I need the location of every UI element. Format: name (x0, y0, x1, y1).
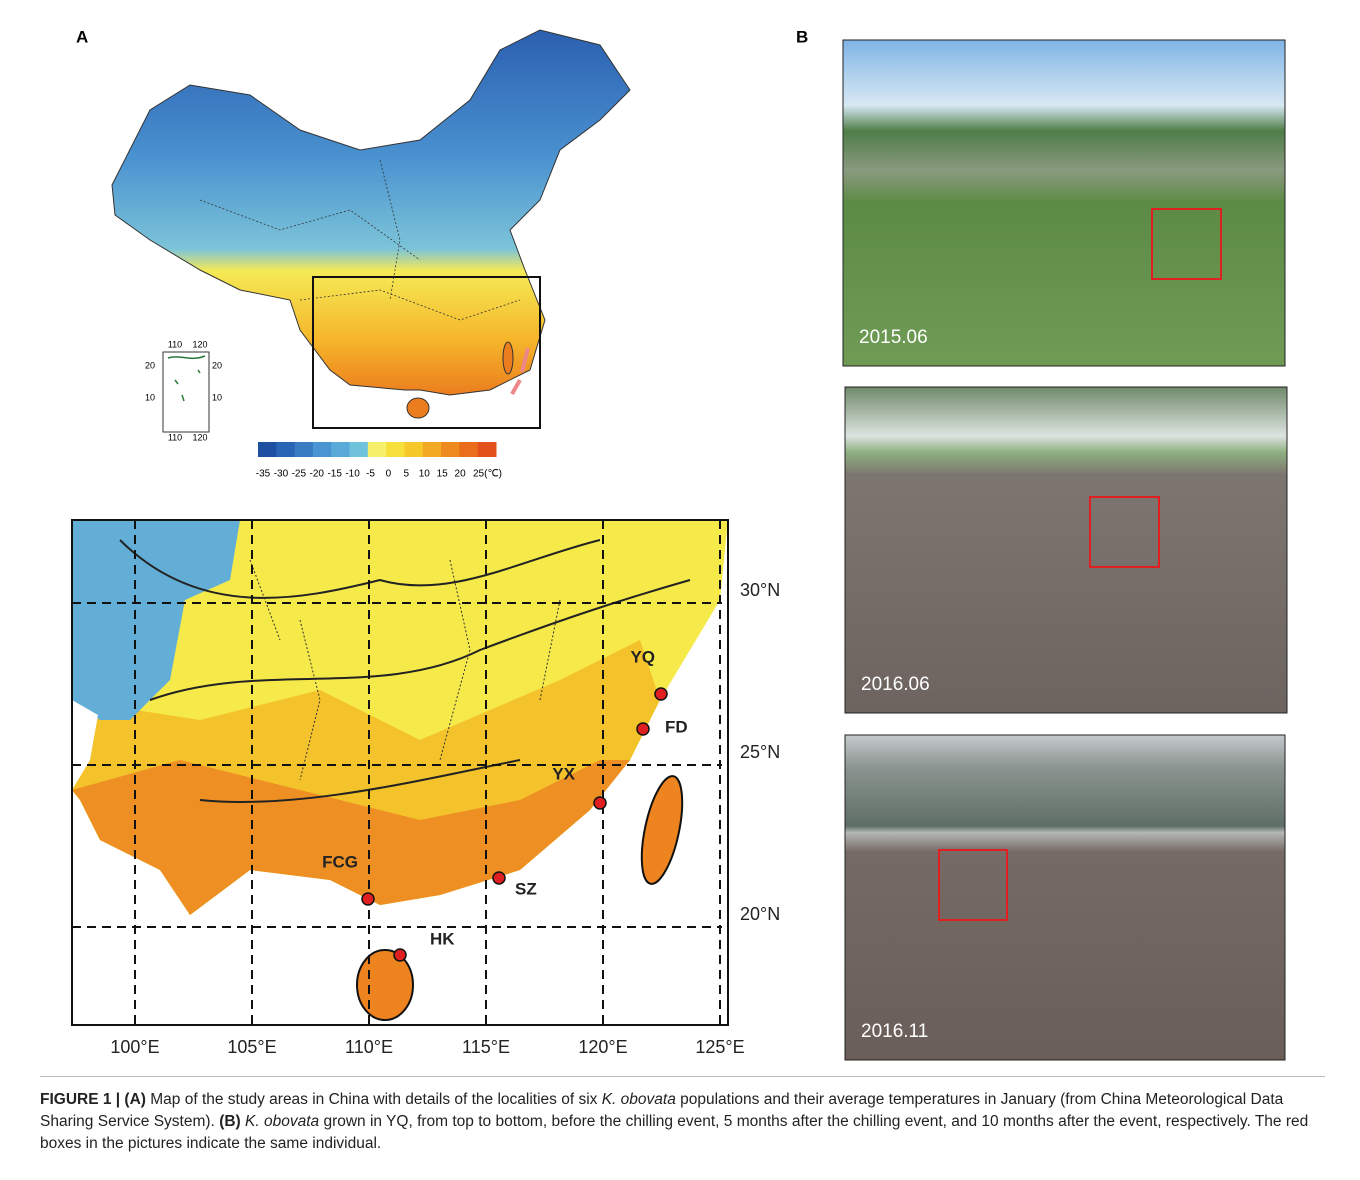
lon-label: 120°E (578, 1037, 627, 1057)
site-label: FCG (322, 852, 358, 871)
photo (845, 735, 1285, 1060)
island (634, 773, 690, 888)
colorbar-tick-label: -25 (292, 469, 307, 480)
photo (845, 387, 1287, 713)
caption-segment: (B) (219, 1113, 241, 1130)
site-marker (655, 688, 667, 700)
colorbar: -35-30-25-20-15-10 -5 0 5 10 15 20 25(℃) (256, 442, 502, 480)
photo (843, 40, 1285, 366)
site-label: YQ (630, 647, 655, 666)
site-marker (594, 797, 606, 809)
caption: FIGURE 1 | (A) Map of the study areas in… (40, 1076, 1325, 1155)
colorbar-swatch (258, 442, 277, 457)
lon-label: 105°E (227, 1037, 276, 1057)
inset-label: 120 (192, 339, 207, 349)
colorbar-swatch (350, 442, 369, 457)
colorbar-swatch (404, 442, 423, 457)
island (407, 398, 429, 418)
inset-label: 20 (212, 360, 222, 370)
colorbar-tick-label: 0 (386, 469, 392, 480)
photo-date: 2016.11 (861, 1021, 928, 1042)
colorbar-tick-label: 10 (419, 469, 431, 480)
lon-label: 110°E (345, 1037, 393, 1057)
detail-map (72, 520, 728, 1020)
figure: A B 110 120 110 120 20 10 20 10 -35-30-25-20-15… (0, 0, 1360, 1070)
site-label: YX (552, 764, 575, 783)
island (503, 342, 513, 374)
colorbar-swatch (368, 442, 387, 457)
colorbar-swatch (423, 442, 442, 457)
inset-label: 20 (145, 360, 155, 370)
colorbar-tick-label: -10 (345, 469, 360, 480)
caption-segment: FIGURE 1 | (A) (40, 1091, 146, 1108)
site-marker (362, 893, 374, 905)
colorbar-swatch (331, 442, 350, 457)
photo-date: 2016.06 (861, 674, 930, 695)
colorbar-tick-label: -15 (327, 469, 342, 480)
colorbar-swatch (478, 442, 497, 457)
colorbar-swatch (313, 442, 332, 457)
lon-label: 125°E (695, 1037, 744, 1057)
photos: 2015.06 2016.06 2016.11 (843, 40, 1287, 1060)
page: A B 110 120 110 120 20 10 20 10 -35-30-25-20-15… (0, 0, 1360, 1180)
photo-date: 2015.06 (859, 327, 928, 348)
lat-label: 25°N (740, 742, 780, 762)
site-marker (493, 872, 505, 884)
colorbar-tick-label: 15 (437, 469, 449, 480)
site-marker (394, 949, 406, 961)
inset-label: 120 (192, 432, 207, 442)
colorbar-swatch (386, 442, 405, 457)
site-label: HK (430, 929, 455, 948)
inset-map (163, 352, 209, 432)
colorbar-swatch (276, 442, 295, 457)
island (357, 950, 413, 1020)
colorbar-tick-label: 25(℃) (473, 469, 502, 480)
caption-segment: K. obovata (602, 1091, 676, 1108)
lat-label: 30°N (740, 580, 780, 600)
inset-label: 10 (145, 392, 155, 402)
china-map (112, 30, 630, 395)
colorbar-tick-label: 20 (455, 469, 467, 480)
colorbar-tick-label: -30 (274, 469, 289, 480)
panel-label: B (796, 27, 808, 46)
site-label: SZ (515, 879, 537, 898)
caption-segment: Map of the study areas in China with det… (146, 1091, 602, 1108)
inset-label: 10 (212, 392, 222, 402)
caption-segment: K. obovata (245, 1113, 319, 1130)
colorbar-swatch (295, 442, 314, 457)
site-label: FD (665, 717, 688, 736)
colorbar-tick-label: 5 (404, 469, 410, 480)
inset-label: 110 (168, 432, 182, 442)
colorbar-tick-label: -5 (366, 469, 375, 480)
colorbar-swatch (441, 442, 460, 457)
inset-label: 110 (168, 339, 182, 349)
panel-label: A (76, 27, 88, 46)
lon-label: 100°E (110, 1037, 159, 1057)
lat-label: 20°N (740, 904, 780, 924)
site-marker (637, 723, 649, 735)
colorbar-tick-label: -35 (256, 469, 271, 480)
colorbar-tick-label: -20 (310, 469, 325, 480)
colorbar-swatch (459, 442, 478, 457)
lon-label: 115°E (462, 1037, 510, 1057)
